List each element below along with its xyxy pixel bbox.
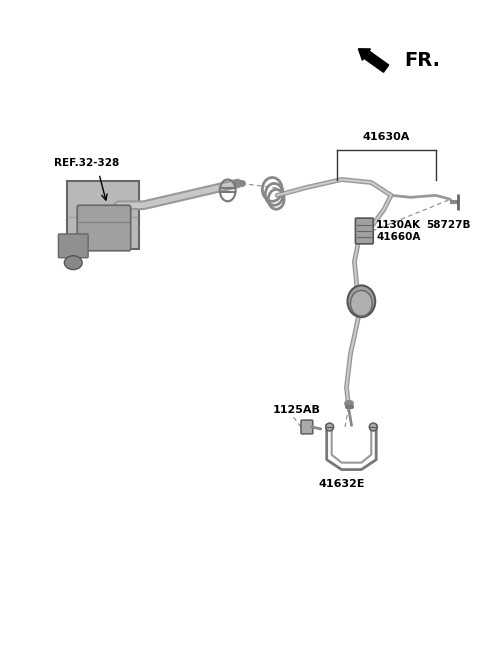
Circle shape — [326, 423, 334, 431]
Ellipse shape — [348, 285, 375, 317]
Ellipse shape — [64, 256, 82, 270]
Circle shape — [369, 423, 377, 431]
Text: FR.: FR. — [404, 51, 440, 70]
Text: 1125AB: 1125AB — [272, 405, 320, 415]
FancyBboxPatch shape — [67, 182, 139, 249]
Text: 41630A: 41630A — [362, 132, 410, 142]
Text: 41660A: 41660A — [376, 232, 420, 242]
Text: 1130AK: 1130AK — [376, 220, 421, 230]
Text: 58727B: 58727B — [426, 220, 470, 230]
Text: 41632E: 41632E — [318, 480, 365, 489]
FancyBboxPatch shape — [77, 205, 131, 251]
Ellipse shape — [350, 291, 372, 316]
FancyBboxPatch shape — [59, 234, 88, 258]
FancyArrow shape — [359, 49, 389, 72]
FancyBboxPatch shape — [301, 420, 313, 434]
Text: REF.32-328: REF.32-328 — [54, 157, 120, 168]
FancyBboxPatch shape — [355, 218, 373, 244]
